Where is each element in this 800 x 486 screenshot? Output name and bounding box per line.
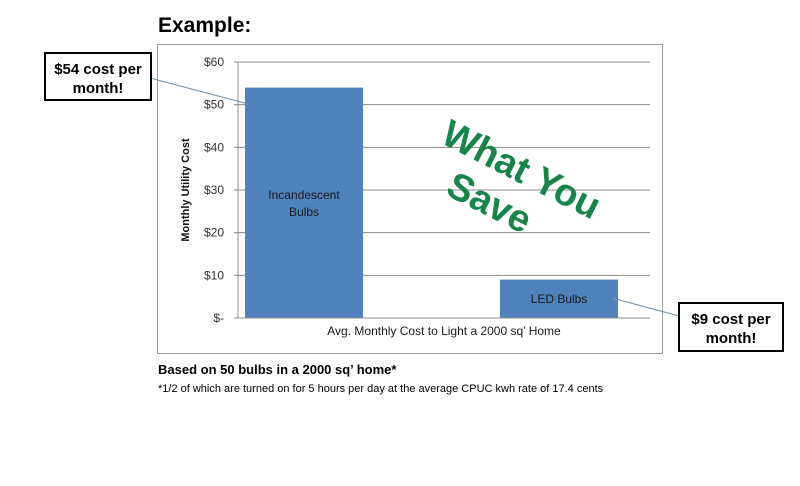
- page-heading: Example:: [158, 14, 252, 37]
- right-connector-dot: [613, 297, 617, 301]
- callout-right-line-2: month!: [705, 330, 757, 347]
- led-cost-callout: $9 cost per month!: [678, 302, 784, 352]
- callout-connectors: [149, 77, 680, 317]
- x-axis-label: Avg. Monthly Cost to Light a 2000 sq’ Ho…: [327, 324, 561, 338]
- callout-left-line-2: month!: [72, 80, 124, 97]
- bar-label: Incandescent: [268, 188, 340, 202]
- left-connector-line: [149, 77, 248, 105]
- footnote-sub: *1/2 of which are turned on for 5 hours …: [158, 383, 604, 395]
- y-tick-label: $60: [204, 55, 224, 69]
- bars: Incandescent Bulbs LED Bulbs: [245, 87, 618, 318]
- left-connector-dot: [245, 102, 249, 106]
- y-axis-label: Monthly Utility Cost: [180, 138, 192, 242]
- y-tick-label: $40: [204, 140, 224, 154]
- y-tick-label: $50: [204, 98, 224, 112]
- y-tick-label: $20: [204, 226, 224, 240]
- bar-label: Bulbs: [289, 205, 319, 219]
- y-tick-label: $30: [204, 183, 224, 197]
- incandescent-cost-callout: $54 cost per month!: [44, 52, 152, 101]
- callout-left-line-1: $54 cost per: [54, 61, 142, 78]
- bar-label: LED Bulbs: [531, 292, 588, 306]
- right-connector-line: [614, 298, 680, 317]
- callout-right-line-1: $9 cost per: [691, 311, 771, 328]
- axes: $- $10 $20 $30 $40 $50 $60 Avg. Monthly Cost to…: [180, 55, 650, 338]
- footnote-main: Based on 50 bulbs in a 2000 sq’ home*: [158, 362, 397, 377]
- y-tick-label: $-: [213, 311, 224, 325]
- bar: [500, 279, 618, 318]
- y-tick-label: $10: [204, 268, 224, 282]
- bar: [245, 87, 363, 318]
